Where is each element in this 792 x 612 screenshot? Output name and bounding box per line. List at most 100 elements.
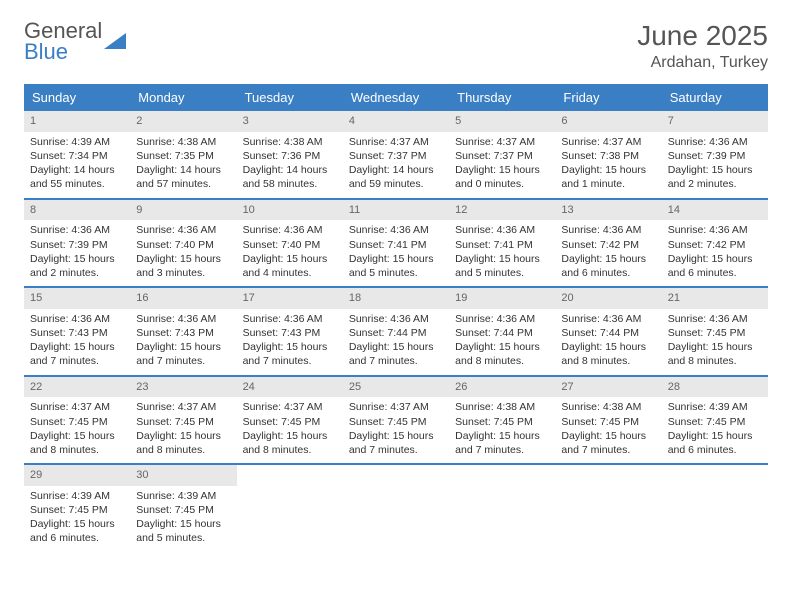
daylight-line: Daylight: 15 hours and 6 minutes. — [30, 517, 124, 545]
sunset-line: Sunset: 7:44 PM — [561, 326, 655, 340]
daylight-line: Daylight: 14 hours and 58 minutes. — [243, 163, 337, 191]
calendar-cell: 21Sunrise: 4:36 AMSunset: 7:45 PMDayligh… — [662, 288, 768, 375]
sunset-line: Sunset: 7:36 PM — [243, 149, 337, 163]
day-details: Sunrise: 4:36 AMSunset: 7:40 PMDaylight:… — [237, 220, 343, 286]
day-details: Sunrise: 4:39 AMSunset: 7:34 PMDaylight:… — [24, 132, 130, 198]
day-number: 27 — [555, 377, 661, 398]
daylight-line: Daylight: 15 hours and 3 minutes. — [136, 252, 230, 280]
calendar-week: 1Sunrise: 4:39 AMSunset: 7:34 PMDaylight… — [24, 111, 768, 200]
day-number: 26 — [449, 377, 555, 398]
daylight-line: Daylight: 15 hours and 8 minutes. — [243, 429, 337, 457]
calendar-cell: 25Sunrise: 4:37 AMSunset: 7:45 PMDayligh… — [343, 377, 449, 464]
calendar-cell: 4Sunrise: 4:37 AMSunset: 7:37 PMDaylight… — [343, 111, 449, 198]
calendar-cell: 1Sunrise: 4:39 AMSunset: 7:34 PMDaylight… — [24, 111, 130, 198]
sunset-line: Sunset: 7:44 PM — [455, 326, 549, 340]
day-details: Sunrise: 4:36 AMSunset: 7:41 PMDaylight:… — [343, 220, 449, 286]
day-details: Sunrise: 4:38 AMSunset: 7:36 PMDaylight:… — [237, 132, 343, 198]
calendar-cell — [343, 465, 449, 552]
calendar-cell: 26Sunrise: 4:38 AMSunset: 7:45 PMDayligh… — [449, 377, 555, 464]
weekday-tue: Tuesday — [237, 84, 343, 111]
daylight-line: Daylight: 15 hours and 6 minutes. — [668, 252, 762, 280]
calendar-cell: 7Sunrise: 4:36 AMSunset: 7:39 PMDaylight… — [662, 111, 768, 198]
day-details: Sunrise: 4:39 AMSunset: 7:45 PMDaylight:… — [24, 486, 130, 552]
calendar-cell: 20Sunrise: 4:36 AMSunset: 7:44 PMDayligh… — [555, 288, 661, 375]
sunset-line: Sunset: 7:35 PM — [136, 149, 230, 163]
calendar-cell: 16Sunrise: 4:36 AMSunset: 7:43 PMDayligh… — [130, 288, 236, 375]
sunrise-line: Sunrise: 4:36 AM — [136, 312, 230, 326]
day-number: 2 — [130, 111, 236, 132]
calendar-cell: 9Sunrise: 4:36 AMSunset: 7:40 PMDaylight… — [130, 200, 236, 287]
day-number: 8 — [24, 200, 130, 221]
sunrise-line: Sunrise: 4:36 AM — [455, 312, 549, 326]
sunset-line: Sunset: 7:45 PM — [668, 415, 762, 429]
day-number: 3 — [237, 111, 343, 132]
day-number: 23 — [130, 377, 236, 398]
calendar-cell — [237, 465, 343, 552]
day-number: 11 — [343, 200, 449, 221]
calendar-week: 29Sunrise: 4:39 AMSunset: 7:45 PMDayligh… — [24, 465, 768, 552]
day-number: 18 — [343, 288, 449, 309]
page-title: June 2025 — [637, 20, 768, 52]
daylight-line: Daylight: 15 hours and 1 minute. — [561, 163, 655, 191]
daylight-line: Daylight: 15 hours and 4 minutes. — [243, 252, 337, 280]
daylight-line: Daylight: 15 hours and 8 minutes. — [30, 429, 124, 457]
day-number: 22 — [24, 377, 130, 398]
day-details: Sunrise: 4:38 AMSunset: 7:35 PMDaylight:… — [130, 132, 236, 198]
daylight-line: Daylight: 15 hours and 8 minutes. — [455, 340, 549, 368]
sunrise-line: Sunrise: 4:38 AM — [243, 135, 337, 149]
sunrise-line: Sunrise: 4:36 AM — [349, 223, 443, 237]
day-details: Sunrise: 4:36 AMSunset: 7:39 PMDaylight:… — [662, 132, 768, 198]
calendar-cell: 28Sunrise: 4:39 AMSunset: 7:45 PMDayligh… — [662, 377, 768, 464]
page-subtitle: Ardahan, Turkey — [637, 54, 768, 72]
daylight-line: Daylight: 15 hours and 2 minutes. — [668, 163, 762, 191]
calendar-cell: 11Sunrise: 4:36 AMSunset: 7:41 PMDayligh… — [343, 200, 449, 287]
sunset-line: Sunset: 7:45 PM — [349, 415, 443, 429]
day-details: Sunrise: 4:37 AMSunset: 7:37 PMDaylight:… — [449, 132, 555, 198]
sunrise-line: Sunrise: 4:37 AM — [30, 400, 124, 414]
weekday-header: Sunday Monday Tuesday Wednesday Thursday… — [24, 84, 768, 111]
daylight-line: Daylight: 14 hours and 59 minutes. — [349, 163, 443, 191]
daylight-line: Daylight: 15 hours and 7 minutes. — [561, 429, 655, 457]
day-number: 13 — [555, 200, 661, 221]
day-details: Sunrise: 4:38 AMSunset: 7:45 PMDaylight:… — [449, 397, 555, 463]
calendar-cell: 12Sunrise: 4:36 AMSunset: 7:41 PMDayligh… — [449, 200, 555, 287]
sunset-line: Sunset: 7:34 PM — [30, 149, 124, 163]
day-details: Sunrise: 4:36 AMSunset: 7:39 PMDaylight:… — [24, 220, 130, 286]
sunset-line: Sunset: 7:43 PM — [136, 326, 230, 340]
day-details: Sunrise: 4:36 AMSunset: 7:43 PMDaylight:… — [130, 309, 236, 375]
calendar-cell: 30Sunrise: 4:39 AMSunset: 7:45 PMDayligh… — [130, 465, 236, 552]
day-number: 12 — [449, 200, 555, 221]
day-details: Sunrise: 4:37 AMSunset: 7:45 PMDaylight:… — [343, 397, 449, 463]
sunrise-line: Sunrise: 4:39 AM — [136, 489, 230, 503]
day-details: Sunrise: 4:36 AMSunset: 7:45 PMDaylight:… — [662, 309, 768, 375]
day-details: Sunrise: 4:37 AMSunset: 7:37 PMDaylight:… — [343, 132, 449, 198]
daylight-line: Daylight: 15 hours and 6 minutes. — [668, 429, 762, 457]
sunrise-line: Sunrise: 4:37 AM — [455, 135, 549, 149]
calendar-cell: 29Sunrise: 4:39 AMSunset: 7:45 PMDayligh… — [24, 465, 130, 552]
day-number: 6 — [555, 111, 661, 132]
day-number: 28 — [662, 377, 768, 398]
calendar-cell: 10Sunrise: 4:36 AMSunset: 7:40 PMDayligh… — [237, 200, 343, 287]
daylight-line: Daylight: 14 hours and 55 minutes. — [30, 163, 124, 191]
daylight-line: Daylight: 15 hours and 7 minutes. — [136, 340, 230, 368]
logo-line2: Blue — [24, 41, 102, 63]
daylight-line: Daylight: 14 hours and 57 minutes. — [136, 163, 230, 191]
day-number: 4 — [343, 111, 449, 132]
calendar-cell: 15Sunrise: 4:36 AMSunset: 7:43 PMDayligh… — [24, 288, 130, 375]
sunrise-line: Sunrise: 4:36 AM — [561, 312, 655, 326]
daylight-line: Daylight: 15 hours and 2 minutes. — [30, 252, 124, 280]
sunset-line: Sunset: 7:45 PM — [136, 503, 230, 517]
day-details: Sunrise: 4:36 AMSunset: 7:43 PMDaylight:… — [237, 309, 343, 375]
sunrise-line: Sunrise: 4:37 AM — [136, 400, 230, 414]
calendar-cell — [449, 465, 555, 552]
sunrise-line: Sunrise: 4:36 AM — [243, 312, 337, 326]
calendar-week: 22Sunrise: 4:37 AMSunset: 7:45 PMDayligh… — [24, 377, 768, 466]
sunset-line: Sunset: 7:45 PM — [136, 415, 230, 429]
calendar-cell: 23Sunrise: 4:37 AMSunset: 7:45 PMDayligh… — [130, 377, 236, 464]
logo-triangle-icon — [104, 31, 126, 53]
day-number: 16 — [130, 288, 236, 309]
daylight-line: Daylight: 15 hours and 8 minutes. — [561, 340, 655, 368]
day-details: Sunrise: 4:36 AMSunset: 7:44 PMDaylight:… — [555, 309, 661, 375]
day-details: Sunrise: 4:36 AMSunset: 7:44 PMDaylight:… — [343, 309, 449, 375]
calendar-cell: 19Sunrise: 4:36 AMSunset: 7:44 PMDayligh… — [449, 288, 555, 375]
